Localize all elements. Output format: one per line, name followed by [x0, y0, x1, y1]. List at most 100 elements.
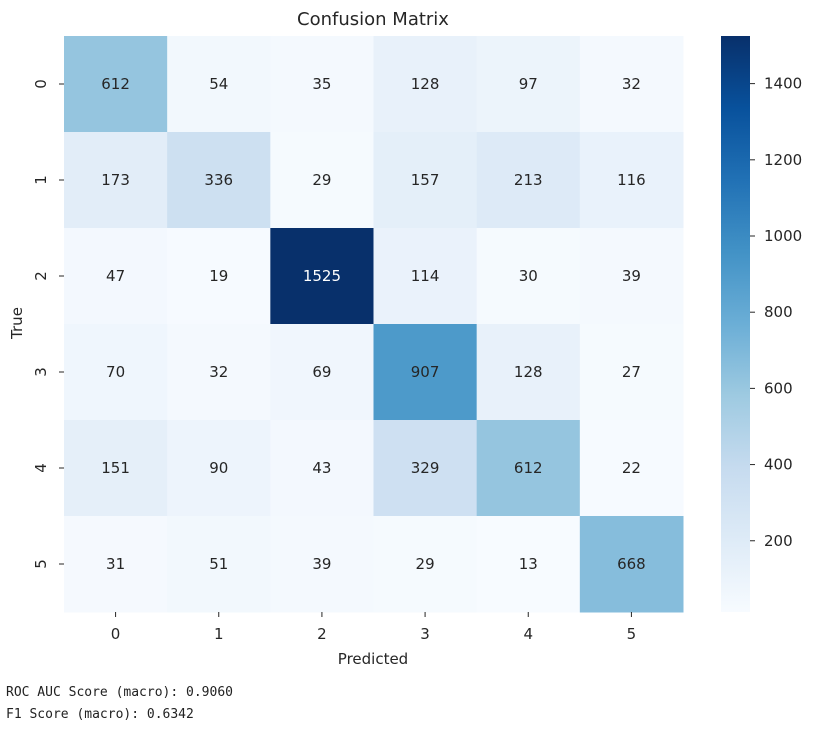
heatmap-cell [476, 36, 581, 133]
cell-value-label: 213 [514, 171, 543, 189]
cell-value-label: 116 [617, 171, 646, 189]
heatmap-cell [167, 132, 271, 229]
cell-value-label: 114 [411, 267, 440, 285]
y-tick-label: 2 [32, 271, 50, 281]
heatmap-cell [579, 228, 684, 325]
cell-value-label: 27 [622, 363, 641, 381]
heatmap-cell [270, 420, 374, 517]
heatmap-cell [270, 228, 374, 325]
cell-value-label: 668 [617, 555, 646, 573]
cell-value-label: 90 [209, 459, 228, 477]
cell-value-label: 43 [312, 459, 331, 477]
heatmap-cell [579, 420, 684, 517]
colorbar-tick-label: 1200 [764, 151, 802, 169]
colorbar-tick-label: 1000 [764, 227, 802, 245]
cell-value-label: 1525 [303, 267, 341, 285]
heatmap-cell [476, 228, 581, 325]
heatmap-cell [167, 228, 271, 325]
cell-value-labels: 612 54 35 128 97 32 173 336 29 157 213 116 47 19 1525 1… [101, 75, 645, 573]
heatmap-cell [373, 420, 478, 517]
heatmap-cell [373, 324, 478, 421]
cell-value-label: 128 [514, 363, 543, 381]
y-tick-label: 5 [32, 559, 50, 569]
heatmap-cell [373, 132, 478, 229]
x-tick-label: 3 [420, 625, 430, 643]
cell-value-label: 907 [411, 363, 440, 381]
heatmap-cell [476, 420, 581, 517]
cell-value-label: 128 [411, 75, 440, 93]
chart-title: Confusion Matrix [297, 9, 449, 30]
cell-value-label: 173 [101, 171, 130, 189]
x-tick-label: 5 [627, 625, 637, 643]
y-tick-label: 0 [32, 79, 50, 89]
y-tick-label: 3 [32, 367, 50, 377]
cell-value-label: 612 [514, 459, 543, 477]
y-tick-label: 4 [32, 463, 50, 473]
cell-value-label: 29 [312, 171, 331, 189]
cell-value-label: 336 [204, 171, 233, 189]
cell-value-label: 31 [106, 555, 125, 573]
cell-value-label: 70 [106, 363, 125, 381]
cell-value-label: 19 [209, 267, 228, 285]
heatmap-cell [270, 516, 374, 613]
colorbar-ticks: 200 400 600 800 1000 1200 1400 [750, 75, 802, 550]
x-tick-label: 0 [111, 625, 121, 643]
heatmap-cells [64, 36, 684, 613]
cell-value-label: 35 [312, 75, 331, 93]
colorbar-tick-label: 200 [764, 532, 793, 550]
heatmap-cell [64, 516, 168, 613]
heatmap-cell [64, 228, 168, 325]
heatmap-cell [270, 36, 374, 133]
heatmap-cell [373, 228, 478, 325]
x-tick-label: 1 [214, 625, 224, 643]
heatmap-cell [167, 516, 271, 613]
colorbar-tick-label: 800 [764, 303, 793, 321]
cell-value-label: 32 [622, 75, 641, 93]
cell-value-label: 30 [519, 267, 538, 285]
y-tick-label: 1 [32, 175, 50, 185]
roc-auc-output: ROC AUC Score (macro): 0.9060 [6, 685, 233, 700]
heatmap-cell [64, 36, 168, 133]
colorbar-tick-label: 1400 [764, 75, 802, 93]
x-tick-label: 4 [523, 625, 533, 643]
cell-value-label: 32 [209, 363, 228, 381]
cell-value-label: 54 [209, 75, 228, 93]
heatmap-cell [476, 516, 581, 613]
heatmap-cell [167, 420, 271, 517]
cell-value-label: 39 [312, 555, 331, 573]
y-axis-label: True [8, 307, 26, 340]
heatmap-cell [476, 132, 581, 229]
cell-value-label: 97 [519, 75, 538, 93]
x-axis-ticks: 0 1 2 3 4 5 [111, 612, 636, 643]
heatmap-cell [270, 132, 374, 229]
cell-value-label: 13 [519, 555, 538, 573]
heatmap-cell [579, 516, 684, 613]
f1-score-output: F1 Score (macro): 0.6342 [6, 707, 194, 722]
cell-value-label: 47 [106, 267, 125, 285]
heatmap-cell [373, 36, 478, 133]
cell-value-label: 329 [411, 459, 440, 477]
heatmap-cell [270, 324, 374, 421]
heatmap-cell [579, 324, 684, 421]
heatmap-cell [579, 132, 684, 229]
cell-value-label: 69 [312, 363, 331, 381]
heatmap-cell [64, 420, 168, 517]
colorbar [721, 36, 750, 612]
cell-value-label: 39 [622, 267, 641, 285]
heatmap-cell [373, 516, 478, 613]
cell-value-label: 157 [411, 171, 440, 189]
heatmap-cell [64, 132, 168, 229]
heatmap-cell [167, 36, 271, 133]
cell-value-label: 151 [101, 459, 130, 477]
x-axis-label: Predicted [338, 650, 408, 668]
colorbar-tick-label: 600 [764, 379, 793, 397]
cell-value-label: 22 [622, 459, 641, 477]
cell-value-label: 612 [101, 75, 130, 93]
heatmap-cell [579, 36, 684, 133]
cell-value-label: 51 [209, 555, 228, 573]
colorbar-tick-label: 400 [764, 456, 793, 474]
heatmap-cell [476, 324, 581, 421]
y-axis-ticks: 0 1 2 3 4 5 [32, 79, 64, 569]
cell-value-label: 29 [416, 555, 435, 573]
